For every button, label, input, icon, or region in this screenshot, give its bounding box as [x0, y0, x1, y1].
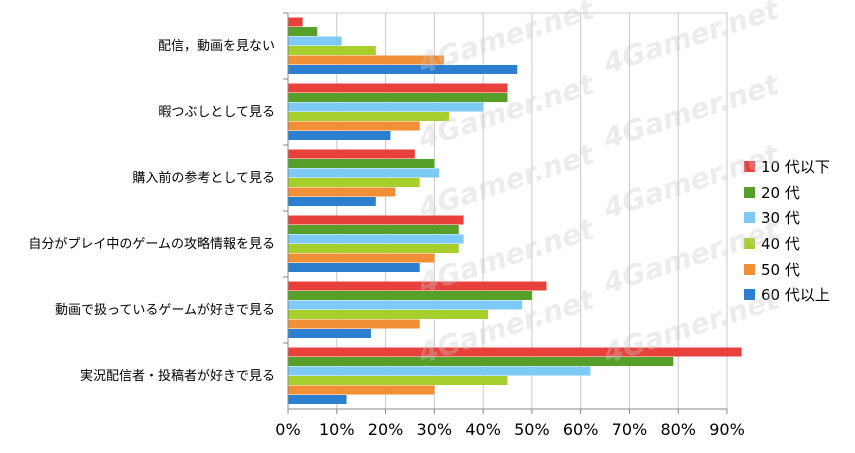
category-label: 配信，動画を見ない [158, 39, 275, 54]
bar [288, 253, 435, 263]
category-labels: 配信，動画を見ない暇つぶしとして見る購入前の参考として見る自分がプレイ中のゲーム… [28, 39, 275, 384]
bar [288, 291, 532, 300]
bar [288, 319, 420, 329]
legend-item: 50 代 [744, 256, 830, 282]
legend-label: 40 代 [761, 235, 800, 254]
bar [288, 244, 459, 253]
bar [288, 159, 435, 168]
legend-swatch [744, 238, 755, 250]
x-tick-label: 40% [465, 420, 501, 439]
legend-label: 60 代以上 [761, 286, 830, 305]
bar [288, 215, 464, 225]
legend: 10 代以下 20 代 30 代 40 代 50 代 60 代以上 [744, 154, 830, 308]
x-tick-label: 0% [275, 420, 300, 439]
axes [283, 12, 728, 414]
legend-swatch [744, 186, 755, 198]
bar [288, 112, 449, 121]
x-tick-label: 90% [709, 420, 745, 439]
bar [288, 385, 435, 395]
bar [288, 65, 518, 74]
x-tick-label: 50% [514, 420, 550, 439]
legend-label: 10 代以下 [761, 158, 830, 177]
bar [288, 121, 420, 131]
category-label: 購入前の参考として見る [132, 170, 275, 186]
x-tick-label: 30% [417, 420, 453, 439]
bar [288, 83, 508, 93]
bar [288, 281, 547, 291]
bars [288, 17, 742, 404]
x-tick-labels: 0% 10% 20% 30% 40% 50% 60% 70% 80% 90% [275, 420, 744, 439]
category-label: 実況配信者・投稿者が好きで見る [80, 368, 275, 384]
bar [288, 376, 508, 385]
legend-swatch [744, 161, 755, 173]
bar [288, 329, 371, 338]
bar [288, 178, 420, 187]
legend-swatch [744, 263, 755, 275]
legend-swatch [744, 289, 755, 301]
legend-label: 30 代 [761, 209, 800, 228]
bar [288, 366, 591, 376]
bar [288, 300, 523, 310]
legend-item: 30 代 [744, 205, 830, 231]
bar [288, 347, 742, 357]
bar [288, 36, 342, 46]
bar [288, 27, 318, 36]
category-label: 動画で扱っているゲームが好きで見る [55, 303, 275, 318]
legend-label: 20 代 [761, 183, 800, 202]
bar [288, 234, 464, 244]
x-tick-label: 70% [612, 420, 648, 439]
bar [288, 102, 484, 112]
category-label: 暇つぶしとして見る [158, 105, 275, 120]
bar [288, 197, 376, 206]
bar [288, 17, 303, 27]
bar [288, 168, 440, 178]
bar [288, 46, 376, 55]
legend-item: 10 代以下 [744, 154, 830, 180]
legend-item: 60 代以上 [744, 282, 830, 308]
legend-item: 40 代 [744, 231, 830, 257]
bar [288, 310, 488, 319]
bar [288, 149, 415, 159]
x-tick-label: 80% [660, 420, 696, 439]
bar [288, 357, 674, 366]
bar [288, 263, 420, 272]
x-tick-label: 20% [368, 420, 404, 439]
bar [288, 395, 347, 404]
legend-label: 50 代 [761, 260, 800, 279]
x-tick-label: 10% [319, 420, 355, 439]
bar [288, 225, 459, 234]
bar [288, 131, 391, 140]
x-tick-label: 60% [563, 420, 599, 439]
bar [288, 55, 445, 65]
category-label: 自分がプレイ中のゲームの攻略情報を見る [28, 236, 275, 252]
legend-item: 20 代 [744, 180, 830, 206]
bar [288, 93, 508, 102]
legend-swatch [744, 212, 755, 224]
bar [288, 187, 396, 197]
